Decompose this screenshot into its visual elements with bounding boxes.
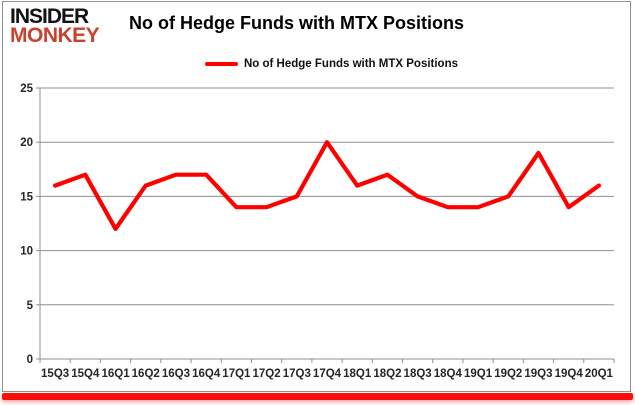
red-accent-bar — [2, 393, 633, 400]
x-axis-tick-label: 19Q3 — [524, 368, 552, 380]
x-axis-tick-label: 17Q2 — [253, 368, 281, 380]
legend: No of Hedge Funds with MTX Positions — [14, 58, 635, 70]
y-axis-tick-label: 5 — [27, 300, 34, 312]
x-axis-tick-label: 20Q1 — [585, 368, 614, 380]
x-axis-tick-label: 16Q3 — [162, 368, 190, 380]
x-axis-tick-label: 17Q4 — [313, 368, 342, 380]
y-axis-tick-label: 0 — [27, 354, 33, 366]
legend-label: No of Hedge Funds with MTX Positions — [243, 58, 459, 70]
x-axis-tick-label: 19Q1 — [464, 368, 493, 380]
x-axis-tick-label: 15Q4 — [71, 368, 100, 380]
x-axis-tick-label: 16Q1 — [101, 368, 130, 380]
logo-line-monkey: MONKEY — [10, 24, 100, 48]
x-axis-tick-label: 16Q2 — [132, 368, 160, 380]
y-axis-tick-label: 20 — [20, 137, 33, 149]
legend-line-swatch — [204, 62, 238, 66]
x-axis-tick-label: 19Q2 — [494, 368, 522, 380]
x-axis-tick-label: 18Q4 — [434, 368, 463, 380]
y-axis-tick-label: 10 — [20, 246, 33, 258]
y-axis-tick-label: 25 — [20, 83, 33, 95]
x-axis-tick-label: 17Q3 — [283, 368, 311, 380]
x-axis-tick-label: 17Q1 — [222, 368, 251, 380]
logo-line-insider: INSIDER — [10, 5, 89, 28]
chart-title: No of Hedge Funds with MTX Positions — [129, 13, 464, 33]
x-axis-tick-label: 16Q4 — [192, 368, 221, 380]
x-axis-tick-label: 18Q3 — [404, 368, 432, 380]
x-axis-tick-label: 19Q4 — [555, 368, 584, 380]
x-axis-tick-label: 18Q2 — [373, 368, 401, 380]
x-axis-tick-label: 15Q3 — [41, 368, 69, 380]
x-axis-tick-label: 18Q1 — [343, 368, 372, 380]
insider-monkey-logo: INSIDER MONKEY — [10, 5, 100, 48]
y-axis-tick-label: 15 — [20, 191, 33, 203]
series-line — [52, 140, 602, 231]
